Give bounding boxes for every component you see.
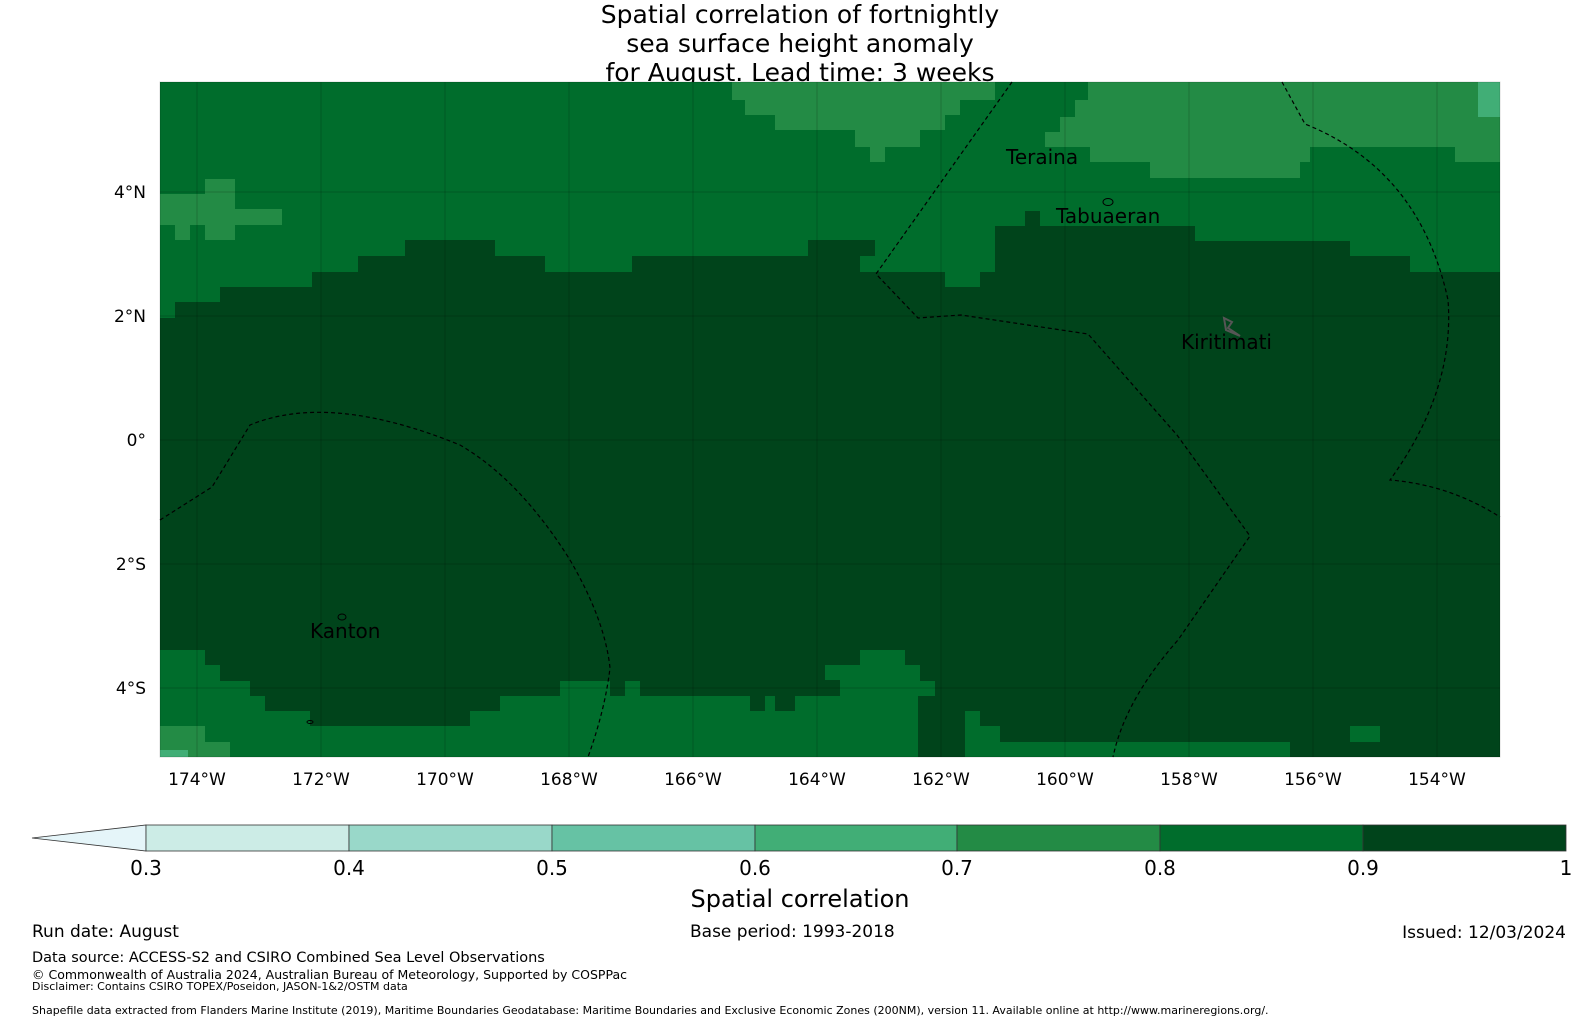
colorbar-tick-1: 1 [1560,856,1573,880]
region-dark-core [160,211,1500,757]
eez-boundary-line-islands-east [1281,81,1501,518]
lon-tick-162W: 162°W [912,770,970,790]
region-light-southwest [160,726,230,757]
lon-tick-158W: 158°W [1160,770,1218,790]
place-label-tabuaeran: Tabuaeran [1055,204,1160,228]
colorbar-tick-0.6: 0.6 [739,856,771,880]
shapefile-credit: Shapefile data extracted from Flanders M… [32,1004,1269,1017]
colorbar: 0.3 0.4 0.5 0.6 0.7 0.8 0.9 1 Spatial co… [31,824,1573,913]
colorbar-segment-0.9-1 [1362,824,1567,852]
eez-boundary-phoenix [159,411,611,758]
title-line-2: sea surface height anomaly [626,29,974,58]
lat-tick-0: 0° [127,431,146,451]
region-lighter-southwest-corner [160,750,188,757]
region-light-northeast [1045,82,1500,178]
region-light-west [160,179,282,240]
eez-boundaries [159,81,1501,758]
colorbar-tick-0.7: 0.7 [941,856,973,880]
colorbar-tick-0.4: 0.4 [333,856,365,880]
colorbar-label: Spatial correlation [690,885,909,913]
region-light-north [732,82,995,162]
kiritimati-atoll [1222,316,1241,337]
place-label-kiritimati: Kiritimati [1181,330,1272,354]
colorbar-tick-0.5: 0.5 [536,856,568,880]
colorbar-tick-0.9: 0.9 [1347,856,1379,880]
eez-boundary-line-islands-west [875,81,1251,758]
base-period: Base period: 1993-2018 [690,922,895,942]
lat-tick-2S: 2°S [116,555,146,575]
graticule [160,82,1500,757]
copyright: © Commonwealth of Australia 2024, Austra… [32,967,627,982]
tabuaeran-atoll [1102,198,1114,206]
lon-tick-154W: 154°W [1408,770,1466,790]
title-line-1: Spatial correlation of fortnightly [600,0,1000,29]
data-source: Data source: ACCESS-S2 and CSIRO Combine… [32,950,545,966]
lat-tick-4N: 4°N [114,183,146,203]
colorbar-extend-arrow [31,824,147,852]
lat-tick-4S: 4°S [116,679,146,699]
map-frame [159,81,1501,758]
lon-tick-164W: 164°W [788,770,846,790]
lon-tick-160W: 160°W [1036,770,1094,790]
lon-tick-166W: 166°W [664,770,722,790]
issued-date: Issued: 12/03/2024 [1402,923,1566,943]
colorbar-tick-0.3: 0.3 [130,856,162,880]
lon-tick-174W: 174°W [168,770,226,790]
islands [306,198,1241,724]
colorbar-segment-0.4-0.5 [348,824,553,852]
small-island-sw [306,720,314,724]
run-date: Run date: August [32,922,179,942]
place-label-kanton: Kanton [310,619,380,643]
disclaimer: Disclaimer: Contains CSIRO TOPEX/Poseido… [32,980,408,993]
lon-tick-156W: 156°W [1284,770,1342,790]
colorbar-segment-0.8-0.9 [1159,824,1364,852]
lon-tick-172W: 172°W [292,770,350,790]
colorbar-tick-0.8: 0.8 [1144,856,1176,880]
colorbar-segment-0.3-0.4 [145,824,350,852]
map-panel: Teraina Tabuaeran Kiritimati Kanton 4°N … [114,81,1501,790]
lon-tick-168W: 168°W [540,770,598,790]
colorbar-segment-0.6-0.7 [754,824,958,852]
colorbar-segment-0.5-0.6 [551,824,756,852]
place-label-teraina: Teraina [1005,145,1078,169]
colorbar-segment-0.7-0.8 [956,824,1161,852]
region-lighter-corner [1478,82,1500,117]
kanton-atoll [337,613,347,621]
lat-tick-2N: 2°N [114,307,146,327]
lon-tick-170W: 170°W [416,770,474,790]
